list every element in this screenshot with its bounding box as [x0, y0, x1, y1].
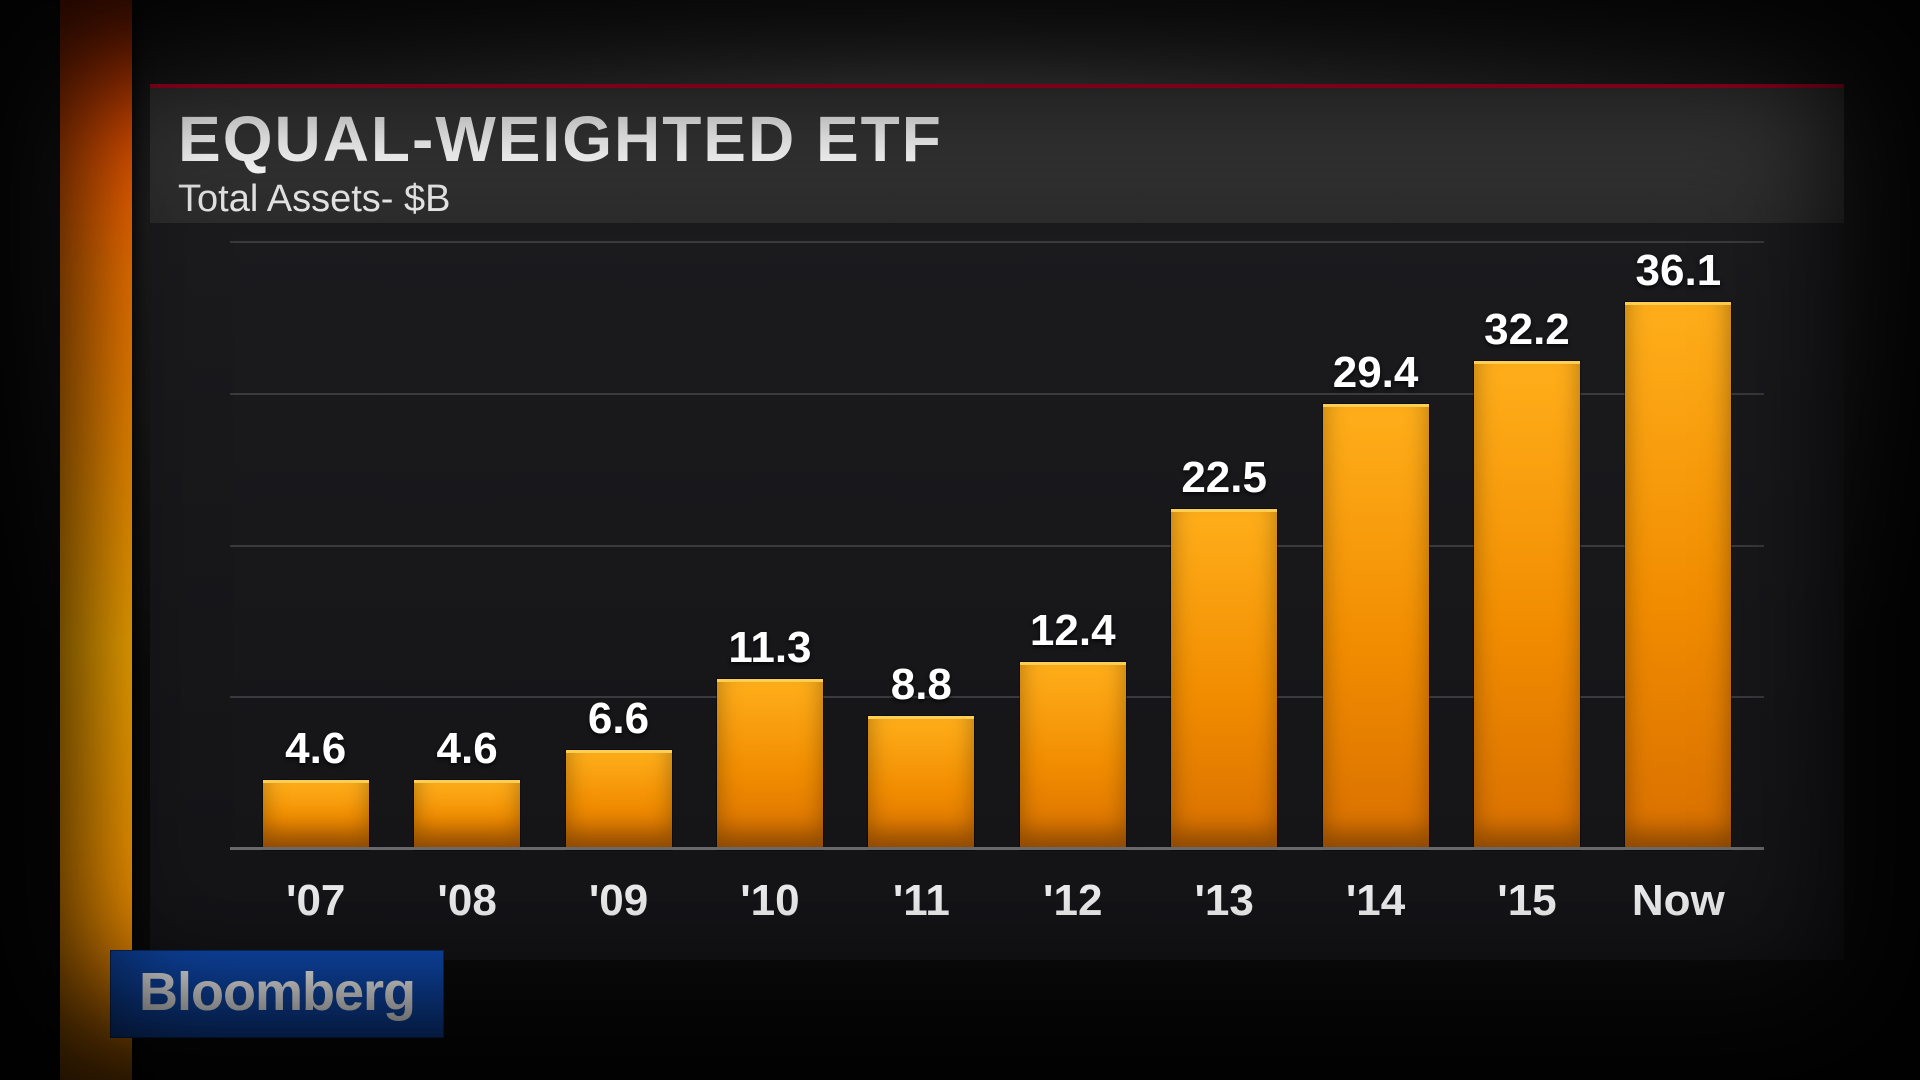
x-axis-label: '15	[1451, 876, 1602, 926]
bar	[1020, 662, 1126, 850]
bar	[566, 750, 672, 850]
bar-value-label: 29.4	[1333, 348, 1419, 398]
bars-container: 4.6 4.6 6.6 11.3 8.8 12.4 22.5 29.4 32.2 36.1	[230, 243, 1764, 850]
bar	[1474, 361, 1580, 850]
bar-slot: 12.4	[997, 243, 1148, 850]
chart-subtitle: Total Assets- $B	[178, 178, 1816, 221]
chart-panel: 4.6 4.6 6.6 11.3 8.8 12.4 22.5 29.4 32.2 36.1 '07…	[150, 222, 1844, 960]
bar-slot: 32.2	[1451, 243, 1602, 850]
plot-area: 4.6 4.6 6.6 11.3 8.8 12.4 22.5 29.4 32.2 36.1	[230, 243, 1764, 850]
bar-slot: 6.6	[543, 243, 694, 850]
bar-value-label: 32.2	[1484, 305, 1570, 355]
bar-slot: 8.8	[846, 243, 997, 850]
bar	[717, 679, 823, 850]
left-accent-strip	[60, 0, 132, 1080]
bar-slot: 36.1	[1603, 243, 1754, 850]
x-axis-label: '10	[694, 876, 845, 926]
x-axis: '07'08'09'10'11'12'13'14'15Now	[230, 876, 1764, 926]
bar-value-label: 36.1	[1636, 246, 1722, 296]
bar-value-label: 8.8	[891, 660, 952, 710]
bar-value-label: 4.6	[437, 724, 498, 774]
bar	[1625, 302, 1731, 850]
bar-slot: 22.5	[1148, 243, 1299, 850]
bar	[868, 716, 974, 850]
chart-title: EQUAL-WEIGHTED ETF	[178, 102, 1816, 176]
logo-text: Bloomberg	[139, 962, 415, 1022]
bar-slot: 29.4	[1300, 243, 1451, 850]
bar	[263, 780, 369, 850]
bar-value-label: 4.6	[285, 724, 346, 774]
bar-slot: 4.6	[391, 243, 542, 850]
x-axis-label: Now	[1603, 876, 1754, 926]
bloomberg-logo: Bloomberg	[110, 950, 444, 1038]
bar-value-label: 12.4	[1030, 606, 1116, 656]
chart-header: EQUAL-WEIGHTED ETF Total Assets- $B	[150, 88, 1844, 238]
x-axis-label: '13	[1148, 876, 1299, 926]
bar-slot: 4.6	[240, 243, 391, 850]
x-axis-label: '07	[240, 876, 391, 926]
bar-value-label: 22.5	[1181, 453, 1267, 503]
bar	[414, 780, 520, 850]
x-axis-label: '12	[997, 876, 1148, 926]
x-axis-label: '08	[391, 876, 542, 926]
baseline	[230, 847, 1764, 850]
x-axis-label: '09	[543, 876, 694, 926]
bar-value-label: 6.6	[588, 694, 649, 744]
bar-slot: 11.3	[694, 243, 845, 850]
x-axis-label: '11	[846, 876, 997, 926]
bar	[1323, 404, 1429, 850]
x-axis-label: '14	[1300, 876, 1451, 926]
bar	[1171, 509, 1277, 850]
bar-value-label: 11.3	[728, 623, 811, 673]
